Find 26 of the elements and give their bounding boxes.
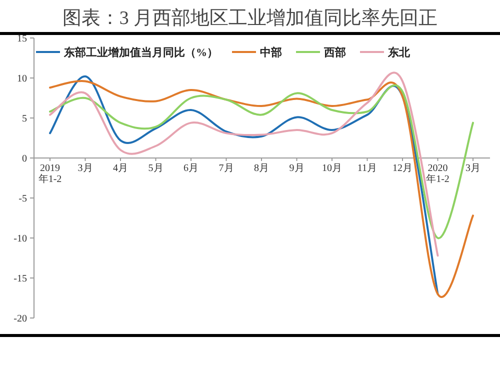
x-tick-label: 12月 [392,163,412,174]
y-tick-label: -20 [14,314,27,324]
y-tick-label: -15 [14,274,27,284]
x-tick-label: 3月 [466,163,480,174]
x-tick-label: 8月 [254,163,269,174]
legend-label: 西部 [323,46,346,59]
x-tick-label: 6月 [184,163,198,174]
x-tick-label: 2020年1-2 [426,163,450,185]
y-tick-label: -5 [18,194,27,204]
x-tick-label: 2019年1-2 [38,163,62,185]
y-tick-label: 10 [17,74,27,84]
x-tick-label: 3月 [78,163,93,174]
y-tick-label: -10 [14,234,27,244]
legend-label: 中部 [260,46,282,59]
legend-label: 东北 [387,46,411,59]
x-tick-label: 10月 [322,163,342,174]
x-tick-label: 9月 [289,163,304,174]
x-tick-label: 7月 [218,163,234,174]
legend-label: 东部工业增加值当月同比（%） [63,46,218,59]
x-tick-label: 11月 [357,163,378,174]
x-tick-label: 4月 [113,163,128,174]
x-tick-label: 5月 [148,163,164,174]
y-tick-label: 5 [22,114,27,124]
chart-title: 图表：3 月西部地区工业增加值同比率先回正 [62,7,438,29]
y-tick-label: 0 [22,154,27,164]
y-tick-label: 15 [17,34,27,44]
